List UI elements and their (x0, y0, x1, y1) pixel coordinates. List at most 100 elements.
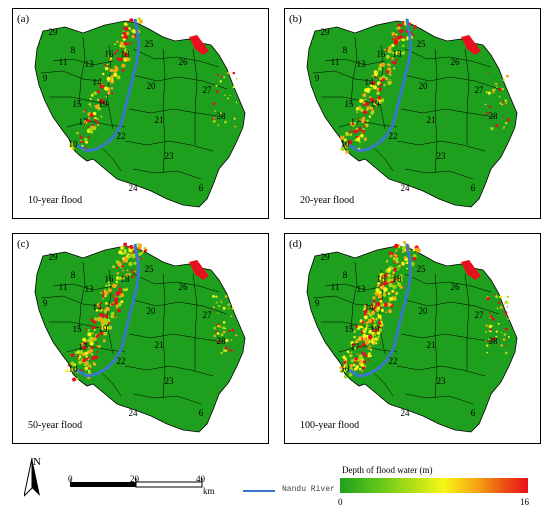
flood-cell (401, 51, 405, 55)
flood-cell (117, 284, 120, 286)
flood-cell (349, 133, 353, 137)
flood-cell (69, 142, 74, 147)
flood-cell (103, 320, 109, 325)
flood-cell (388, 296, 390, 299)
flood-cell (89, 113, 94, 118)
flood-cell (232, 71, 236, 75)
flood-cell (355, 365, 359, 369)
flood-cell (119, 42, 123, 46)
district-border (404, 168, 474, 180)
flood-cell (370, 111, 375, 115)
flood-cell (89, 341, 94, 346)
flood-cell (492, 317, 496, 321)
flood-cell (233, 117, 236, 120)
flood-cell (372, 296, 376, 300)
flood-cell (86, 118, 91, 123)
district-border (162, 273, 166, 399)
flood-cell (399, 35, 403, 39)
flood-cell (83, 363, 86, 367)
flood-cell (89, 348, 93, 353)
flood-cell (367, 359, 370, 362)
flood-cell (103, 63, 106, 66)
flood-cell (364, 98, 367, 101)
district-number: 6 (471, 183, 476, 193)
flood-cell (78, 358, 81, 361)
flood-cell (507, 318, 510, 320)
flood-cell (92, 332, 95, 335)
flood-cell (120, 300, 124, 304)
flood-cell (230, 339, 233, 341)
flood-cell (212, 309, 214, 311)
flood-cell (374, 76, 377, 79)
district-number: 14 (93, 302, 103, 312)
flood-cell (110, 79, 115, 84)
district-number: 16 (377, 49, 387, 59)
flood-cell (100, 302, 103, 305)
panel-caption: 10-year flood (28, 195, 83, 206)
flood-cell (484, 103, 486, 105)
flood-cell (224, 94, 226, 97)
flood-cell (495, 82, 498, 86)
flood-cell (371, 80, 376, 86)
flood-cell (90, 94, 94, 97)
flood-cell (215, 84, 218, 87)
flood-cell (377, 98, 382, 103)
flood-cell (104, 310, 107, 314)
district-number: 8 (71, 45, 76, 55)
flood-cell (217, 312, 219, 314)
flood-cell (219, 80, 222, 83)
flood-cell (397, 36, 400, 40)
flood-cell (384, 77, 388, 81)
flood-cell (88, 337, 93, 342)
flood-cell (343, 368, 348, 373)
flood-cell (132, 29, 137, 34)
flood-cell (486, 111, 489, 114)
flood-cell (124, 49, 127, 53)
flood-cell (506, 74, 509, 78)
flood-cell (383, 287, 388, 292)
flood-cell (373, 72, 378, 77)
flood-cell (352, 363, 356, 367)
flood-cell (354, 347, 357, 350)
panel-letter: (a) (17, 13, 30, 25)
flood-cell (131, 275, 134, 279)
flood-cell (122, 27, 125, 30)
flood-cell (507, 118, 510, 122)
flood-cell (107, 55, 109, 58)
flood-cell (392, 284, 397, 289)
flood-cell (97, 123, 100, 127)
flood-cell (366, 119, 369, 123)
flood-cell (372, 108, 375, 110)
flood-cell (343, 364, 348, 369)
flood-cell (379, 102, 382, 105)
flood-cell (131, 35, 135, 39)
flood-cell (492, 91, 495, 94)
flood-cell (350, 129, 353, 132)
flood-cell (389, 284, 391, 287)
flood-cell (217, 124, 220, 127)
flood-cell (96, 350, 99, 353)
flood-cell (402, 36, 405, 39)
flood-cell (114, 65, 118, 69)
flood-cell (87, 369, 91, 372)
flood-cell (412, 256, 417, 261)
flood-cell (217, 340, 221, 343)
district-number: 24 (129, 408, 139, 418)
flood-cell (377, 96, 382, 100)
flood-cell (218, 325, 222, 328)
flood-cell (123, 242, 127, 247)
flood-cell (395, 33, 398, 36)
flood-cell (402, 44, 405, 48)
district-number: 18 (393, 274, 403, 284)
flood-cell (344, 131, 350, 137)
district-border (192, 48, 198, 145)
flood-cell (128, 272, 131, 276)
district-border (132, 273, 220, 293)
flood-cell (497, 322, 500, 325)
district-border (400, 108, 496, 118)
flood-cell (377, 335, 380, 338)
flood-cell (104, 332, 108, 336)
flood-cell (212, 102, 216, 106)
flood-cell (82, 345, 87, 350)
flood-cell (498, 88, 502, 92)
